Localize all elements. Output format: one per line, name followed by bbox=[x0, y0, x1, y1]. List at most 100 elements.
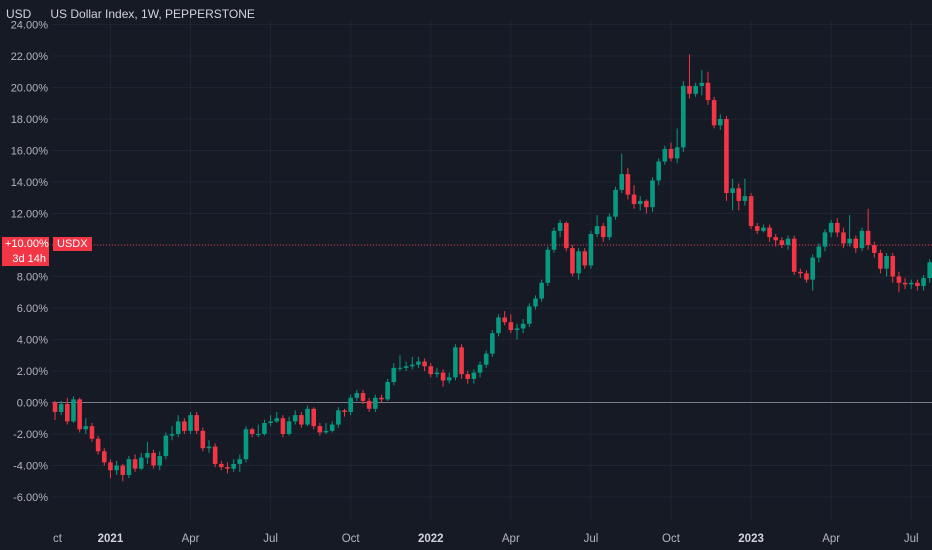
candle bbox=[662, 145, 668, 165]
candle bbox=[613, 186, 618, 220]
candle bbox=[724, 115, 729, 201]
candle-body bbox=[101, 451, 107, 463]
candle-body bbox=[219, 463, 224, 468]
candle bbox=[527, 303, 532, 327]
candle-body bbox=[231, 463, 236, 469]
candle-body bbox=[440, 372, 446, 381]
candle bbox=[588, 230, 594, 269]
candle-body bbox=[305, 408, 310, 425]
candle-body bbox=[348, 397, 353, 412]
candle bbox=[754, 222, 760, 234]
candle bbox=[71, 396, 76, 423]
candle-body bbox=[379, 397, 384, 400]
candle bbox=[896, 271, 902, 293]
candle bbox=[773, 233, 779, 247]
candle-body bbox=[736, 188, 742, 201]
candle-body bbox=[286, 421, 292, 434]
candle bbox=[742, 178, 748, 206]
candle-body bbox=[908, 282, 914, 285]
candle-body bbox=[428, 366, 434, 375]
candle-body bbox=[570, 248, 575, 274]
candle-body bbox=[576, 251, 581, 274]
candle-body bbox=[262, 422, 267, 434]
candle-body bbox=[299, 415, 304, 425]
candle-body bbox=[336, 410, 341, 425]
y-tick-label: -2.00% bbox=[13, 429, 48, 441]
candle bbox=[551, 227, 557, 253]
candle bbox=[262, 419, 267, 436]
candle-body bbox=[422, 361, 427, 367]
candle bbox=[514, 323, 520, 340]
candle-body bbox=[520, 323, 526, 329]
candle bbox=[231, 459, 236, 472]
candle bbox=[219, 460, 224, 471]
candle-body bbox=[810, 257, 815, 280]
candle bbox=[810, 254, 815, 291]
x-tick-label: Apr bbox=[502, 533, 520, 545]
candle-body bbox=[890, 256, 896, 277]
candle bbox=[816, 243, 822, 263]
candle bbox=[138, 452, 144, 471]
candle-body bbox=[403, 366, 409, 368]
candle bbox=[496, 314, 501, 337]
candle-body bbox=[785, 238, 791, 245]
candle-body bbox=[828, 222, 834, 233]
candle bbox=[440, 369, 446, 387]
candle bbox=[163, 432, 169, 460]
candle-body bbox=[742, 196, 748, 201]
candle bbox=[126, 456, 132, 479]
candle bbox=[360, 389, 366, 405]
candle bbox=[699, 70, 705, 96]
candle bbox=[650, 177, 655, 212]
candle bbox=[237, 454, 243, 472]
candle bbox=[748, 193, 754, 230]
candle-body bbox=[791, 238, 797, 272]
candle bbox=[477, 361, 483, 378]
candle-body bbox=[151, 452, 156, 466]
candle-body bbox=[89, 426, 95, 439]
price-badge-countdown: 3d 14h bbox=[2, 252, 49, 266]
x-tick-label: Apr bbox=[822, 533, 840, 545]
candle-body bbox=[317, 426, 323, 433]
candle bbox=[828, 219, 834, 238]
candle-body bbox=[409, 364, 415, 367]
candle bbox=[101, 448, 107, 466]
candle-body bbox=[175, 421, 181, 434]
candle-body bbox=[835, 222, 840, 233]
candle bbox=[188, 411, 193, 434]
candle bbox=[329, 421, 335, 433]
candle bbox=[798, 268, 803, 279]
candle bbox=[835, 218, 840, 238]
candle-body bbox=[613, 189, 618, 217]
symbol-label: USDX bbox=[53, 237, 92, 251]
candle-body bbox=[255, 434, 261, 435]
candle-body bbox=[280, 418, 286, 434]
candle bbox=[619, 153, 625, 194]
candle-body bbox=[859, 230, 865, 249]
candle bbox=[884, 252, 889, 277]
candle bbox=[791, 235, 797, 275]
candle bbox=[225, 462, 230, 474]
candle-body bbox=[163, 435, 169, 457]
candle-body bbox=[194, 415, 199, 431]
x-tick-label: 2021 bbox=[98, 533, 124, 545]
candle-body bbox=[95, 438, 101, 452]
candle bbox=[674, 128, 680, 164]
chart-title[interactable]: US Dollar Index, 1W, PEPPERSTONE bbox=[50, 7, 255, 21]
candle-body bbox=[225, 467, 230, 469]
candle bbox=[403, 361, 409, 371]
candle bbox=[687, 54, 692, 99]
candle bbox=[711, 96, 717, 129]
candle-body bbox=[169, 434, 175, 436]
candle-body bbox=[865, 230, 871, 245]
candle bbox=[576, 248, 581, 280]
candle bbox=[151, 449, 156, 469]
candle bbox=[305, 405, 310, 427]
candle-body bbox=[120, 465, 126, 475]
candle-body bbox=[490, 333, 495, 354]
candle-body bbox=[145, 452, 150, 458]
candle bbox=[471, 369, 477, 384]
candle bbox=[366, 397, 372, 412]
candle-body bbox=[200, 430, 206, 449]
